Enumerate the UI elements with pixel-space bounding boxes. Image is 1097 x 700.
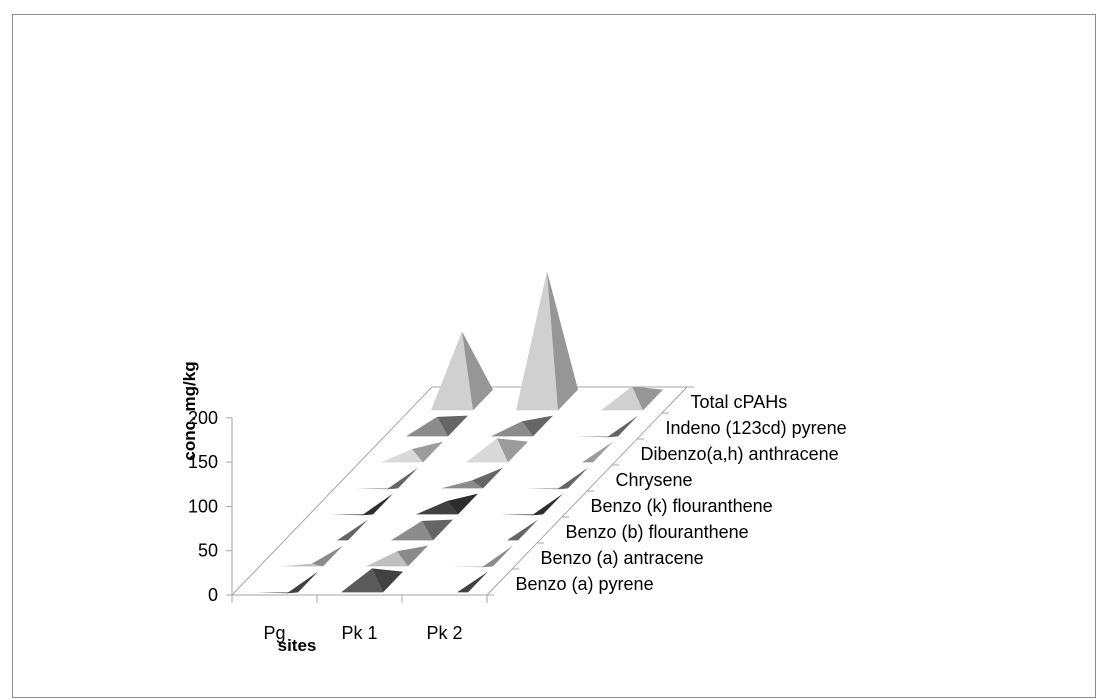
pyramid-face-side (447, 493, 478, 515)
pyramid-face-front (601, 386, 643, 411)
pyramid-face-side (437, 415, 468, 437)
series-label: Benzo (a) pyrene (516, 574, 654, 594)
pyramid-mark (451, 545, 513, 568)
x-tick-label: Pk 2 (426, 623, 462, 643)
pyramid-mark (426, 571, 488, 593)
y-tick-label: 150 (188, 452, 218, 472)
pyramid-mark (391, 519, 453, 541)
y-tick-label: 200 (188, 408, 218, 428)
pyramid-mark (551, 441, 613, 463)
pyramid-face-front (341, 568, 383, 593)
series-label: Chrysene (616, 470, 693, 490)
pyramid-face-side (547, 271, 578, 411)
pyramid-face-front (281, 563, 323, 567)
pyramid-face-side (362, 493, 393, 516)
pyramid-mark (501, 493, 563, 516)
series-label: Benzo (a) antracene (541, 548, 704, 568)
y-tick-label: 0 (208, 585, 218, 605)
x-tick-label: Pk 1 (341, 623, 377, 643)
series-label: Indeno (123cd) pyrene (666, 418, 847, 438)
pyramid-face-front (466, 438, 508, 463)
pyramid-face-side (507, 519, 538, 541)
y-tick-label: 50 (198, 541, 218, 561)
series-label: Benzo (k) flouranthene (591, 496, 773, 516)
pyramid-face-side (397, 545, 428, 567)
pyramid-mark (381, 441, 443, 463)
pyramid-chart: 0 50 100 150 200 Pg Pk 1 Pk 2 Benzo (a) pyrene Be… (180, 271, 847, 655)
pyramid-face-side (482, 545, 513, 568)
pyramid-mark (491, 415, 553, 437)
pyramid-mark (526, 467, 588, 490)
pyramid-face-side (632, 386, 663, 411)
y-axis-title: conc. mg/kg (180, 361, 199, 460)
pyramid-face-side (607, 415, 638, 438)
pyramid-mark (281, 545, 343, 567)
pyramid-mark (331, 493, 393, 516)
pyramid-face-side (312, 545, 343, 567)
pyramid-mark (431, 331, 493, 411)
pyramid-face-side (497, 438, 528, 463)
data-marks (256, 271, 663, 594)
pyramid-mark (341, 568, 403, 593)
pyramid-face-side (422, 519, 453, 541)
chart-area: 0 50 100 150 200 Pg Pk 1 Pk 2 Benzo (a) pyrene Be… (12, 14, 1096, 698)
pyramid-face-side (582, 441, 613, 463)
pyramid-mark (466, 438, 528, 463)
pyramid-face-front (406, 416, 448, 437)
pyramid-mark (256, 571, 318, 594)
pyramid-mark (601, 386, 663, 411)
pyramid-face-front (391, 520, 433, 541)
pyramid-mark (441, 467, 503, 489)
pyramid-face-front (416, 501, 458, 515)
series-label: Benzo (b) flouranthene (566, 522, 749, 542)
series-label: Total cPAHs (691, 392, 788, 412)
x-tick-label: Pg (263, 623, 285, 643)
pyramid-mark (406, 415, 468, 437)
pyramid-face-side (472, 467, 503, 489)
pyramid-mark (416, 493, 478, 515)
pyramid-face-side (287, 571, 318, 594)
pyramid-face-front (366, 551, 408, 567)
pyramid-mark (476, 519, 538, 541)
pyramid-mark (516, 271, 578, 411)
pyramid-face-front (516, 271, 558, 411)
pyramid-face-side (387, 467, 418, 490)
series-label: Dibenzo(a,h) anthracene (641, 444, 839, 464)
pyramid-face-front (441, 480, 483, 489)
axis-labels: 0 50 100 150 200 Pg Pk 1 Pk 2 Benzo (a) pyrene Be… (188, 392, 847, 643)
pyramid-face-front (431, 331, 473, 411)
pyramid-face-side (532, 493, 563, 516)
pyramid-face-side (412, 441, 443, 463)
pyramid-face-front (491, 421, 533, 437)
y-tick-label: 100 (188, 496, 218, 516)
value-axis (226, 386, 694, 603)
pyramid-mark (366, 545, 428, 567)
pyramid-mark (356, 467, 418, 490)
pyramid-mark (576, 415, 638, 438)
pyramid-face-side (462, 331, 493, 411)
pyramid-face-side (337, 519, 368, 541)
pyramid-mark (306, 519, 368, 541)
pyramid-face-front (381, 449, 423, 463)
pyramid-face-side (457, 571, 488, 593)
pyramid-face-side (522, 415, 553, 437)
pyramid-face-side (557, 467, 588, 490)
x-axis-title: sites (278, 636, 317, 655)
pyramid-face-side (372, 568, 403, 593)
